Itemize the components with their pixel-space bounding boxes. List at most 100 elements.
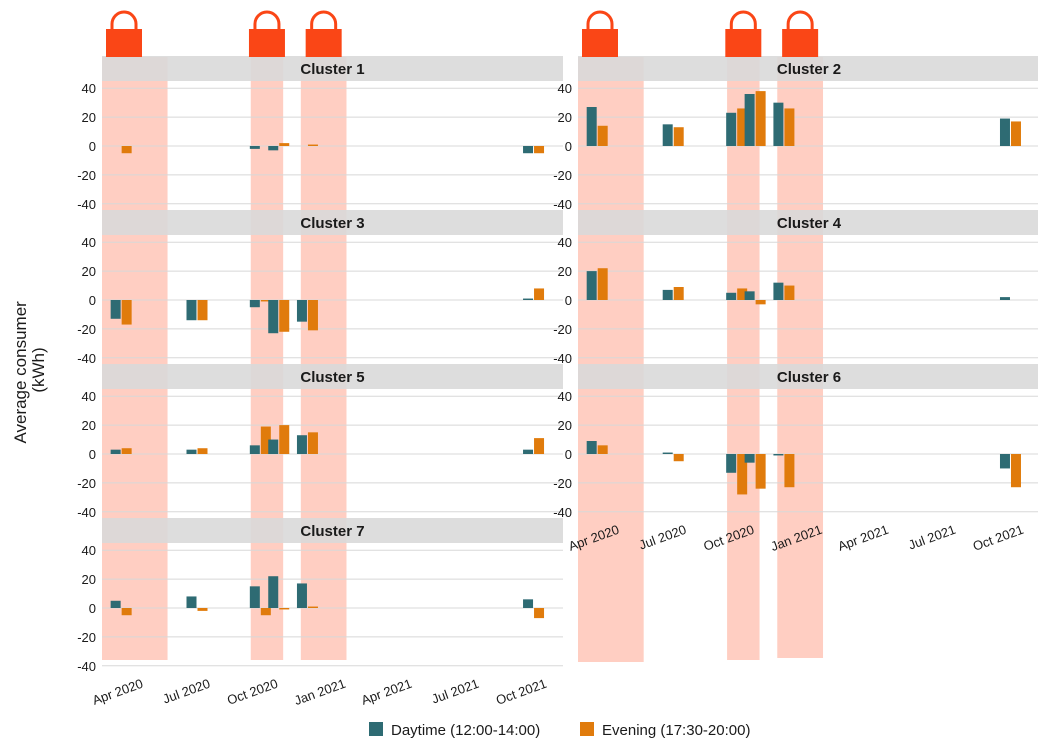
evening-bar	[279, 425, 290, 454]
evening-bar	[197, 608, 208, 611]
lock-icon	[782, 10, 819, 57]
lockdown-shade	[727, 57, 760, 660]
x-tick-label: Oct 2021	[494, 676, 549, 708]
y-tick-label: 40	[558, 389, 572, 404]
lock-icon	[248, 10, 285, 57]
y-tick-label: -20	[77, 168, 96, 183]
evening-bar	[755, 454, 766, 489]
panel-1: Cluster 1 40 20 0 -20 -40	[77, 56, 563, 212]
panel-title: Cluster 7	[300, 523, 364, 540]
evening-bar	[534, 608, 545, 619]
lockdown-shade	[300, 57, 347, 660]
x-tick-label: Jul 2020	[161, 676, 212, 707]
daytime-bar	[773, 102, 784, 146]
lock-icon	[106, 10, 142, 57]
daytime-bar	[586, 107, 597, 146]
x-tick-label: Apr 2020	[90, 676, 145, 708]
panel-5: Cluster 5 40 20 0 -20 -40	[77, 364, 563, 520]
evening-bar	[755, 91, 766, 146]
y-tick-label: -20	[77, 322, 96, 337]
x-tick-label: Jul 2020	[637, 522, 688, 553]
evening-bar	[260, 300, 271, 302]
evening-bar	[673, 287, 684, 300]
y-tick-label: 20	[82, 264, 96, 279]
x-tick-label: Apr 2021	[359, 676, 414, 708]
evening-bar	[737, 108, 748, 146]
lockdown-shade	[250, 57, 284, 660]
daytime-bar	[268, 300, 279, 334]
evening-bar	[260, 426, 271, 454]
evening-bar	[597, 445, 608, 454]
y-tick-label: -40	[553, 197, 572, 212]
panel-strip	[102, 364, 563, 389]
y-tick-label: -20	[553, 476, 572, 491]
daytime-bar	[773, 454, 784, 456]
panel-title: Cluster 5	[300, 369, 364, 386]
daytime-bar	[186, 596, 197, 608]
daytime-bar	[726, 454, 737, 473]
evening-bar	[279, 300, 290, 332]
y-tick-label: 40	[82, 81, 96, 96]
daytime-bar	[744, 94, 755, 146]
daytime-bar	[296, 300, 307, 322]
daytime-bar	[268, 439, 279, 454]
y-tick-label: 0	[89, 447, 96, 462]
evening-bar	[121, 608, 132, 616]
panel-strip	[578, 56, 1038, 81]
evening-bar	[121, 146, 132, 154]
panel-title: Cluster 6	[777, 369, 841, 386]
panel-strip	[578, 364, 1038, 389]
legend: Daytime (12:00-14:00) Evening (17:30-20:…	[369, 722, 750, 739]
lock-icon	[725, 10, 762, 57]
daytime-bar	[662, 289, 673, 300]
legend-swatch-daytime	[369, 722, 383, 736]
y-tick-label: 20	[82, 572, 96, 587]
evening-bar	[534, 438, 545, 454]
daytime-bar	[249, 146, 260, 149]
y-tick-label: -20	[77, 630, 96, 645]
evening-bar	[673, 454, 684, 462]
evening-bar	[534, 146, 545, 154]
y-tick-label: 0	[89, 293, 96, 308]
y-tick-label: 20	[558, 418, 572, 433]
panel-title: Cluster 1	[300, 61, 364, 78]
y-tick-label: -20	[553, 168, 572, 183]
panel-strip	[102, 518, 563, 543]
y-tick-label: 0	[89, 139, 96, 154]
x-tick-label: Oct 2021	[971, 522, 1026, 554]
y-tick-label: 0	[565, 447, 572, 462]
daytime-bar	[249, 445, 260, 454]
evening-bar	[597, 125, 608, 146]
daytime-bar	[523, 146, 534, 154]
evening-bar	[784, 108, 795, 146]
daytime-bar	[773, 282, 784, 300]
evening-bar	[197, 448, 208, 454]
daytime-bar	[186, 449, 197, 454]
daytime-bar	[744, 454, 755, 463]
y-tick-label: -40	[77, 351, 96, 366]
evening-bar	[1010, 454, 1021, 488]
y-tick-label: 40	[82, 235, 96, 250]
daytime-bar	[999, 118, 1010, 146]
y-tick-label: -20	[77, 476, 96, 491]
legend-swatch-evening	[580, 722, 594, 736]
evening-bar	[307, 432, 318, 454]
panels-layer: Cluster 1 40 20 0 -20 -40 Cluster 2 40 20 0 -20 -40…	[77, 56, 1038, 708]
y-tick-label: -40	[77, 505, 96, 520]
y-axis-label-line1: Average consumer	[11, 301, 30, 444]
daytime-bar	[662, 124, 673, 146]
daytime-bar	[110, 300, 121, 319]
daytime-bar	[296, 583, 307, 608]
evening-bar	[784, 285, 795, 300]
y-axis-label: Average consumer (kWh)	[11, 296, 48, 443]
panel-title: Cluster 4	[777, 215, 842, 232]
y-tick-label: 20	[82, 418, 96, 433]
y-tick-label: 40	[558, 235, 572, 250]
y-axis-label-line2: (kWh)	[29, 347, 48, 392]
daytime-bar	[999, 297, 1010, 300]
y-tick-label: -40	[553, 505, 572, 520]
daytime-bar	[662, 452, 673, 454]
evening-bar	[279, 608, 290, 610]
daytime-bar	[523, 599, 534, 608]
